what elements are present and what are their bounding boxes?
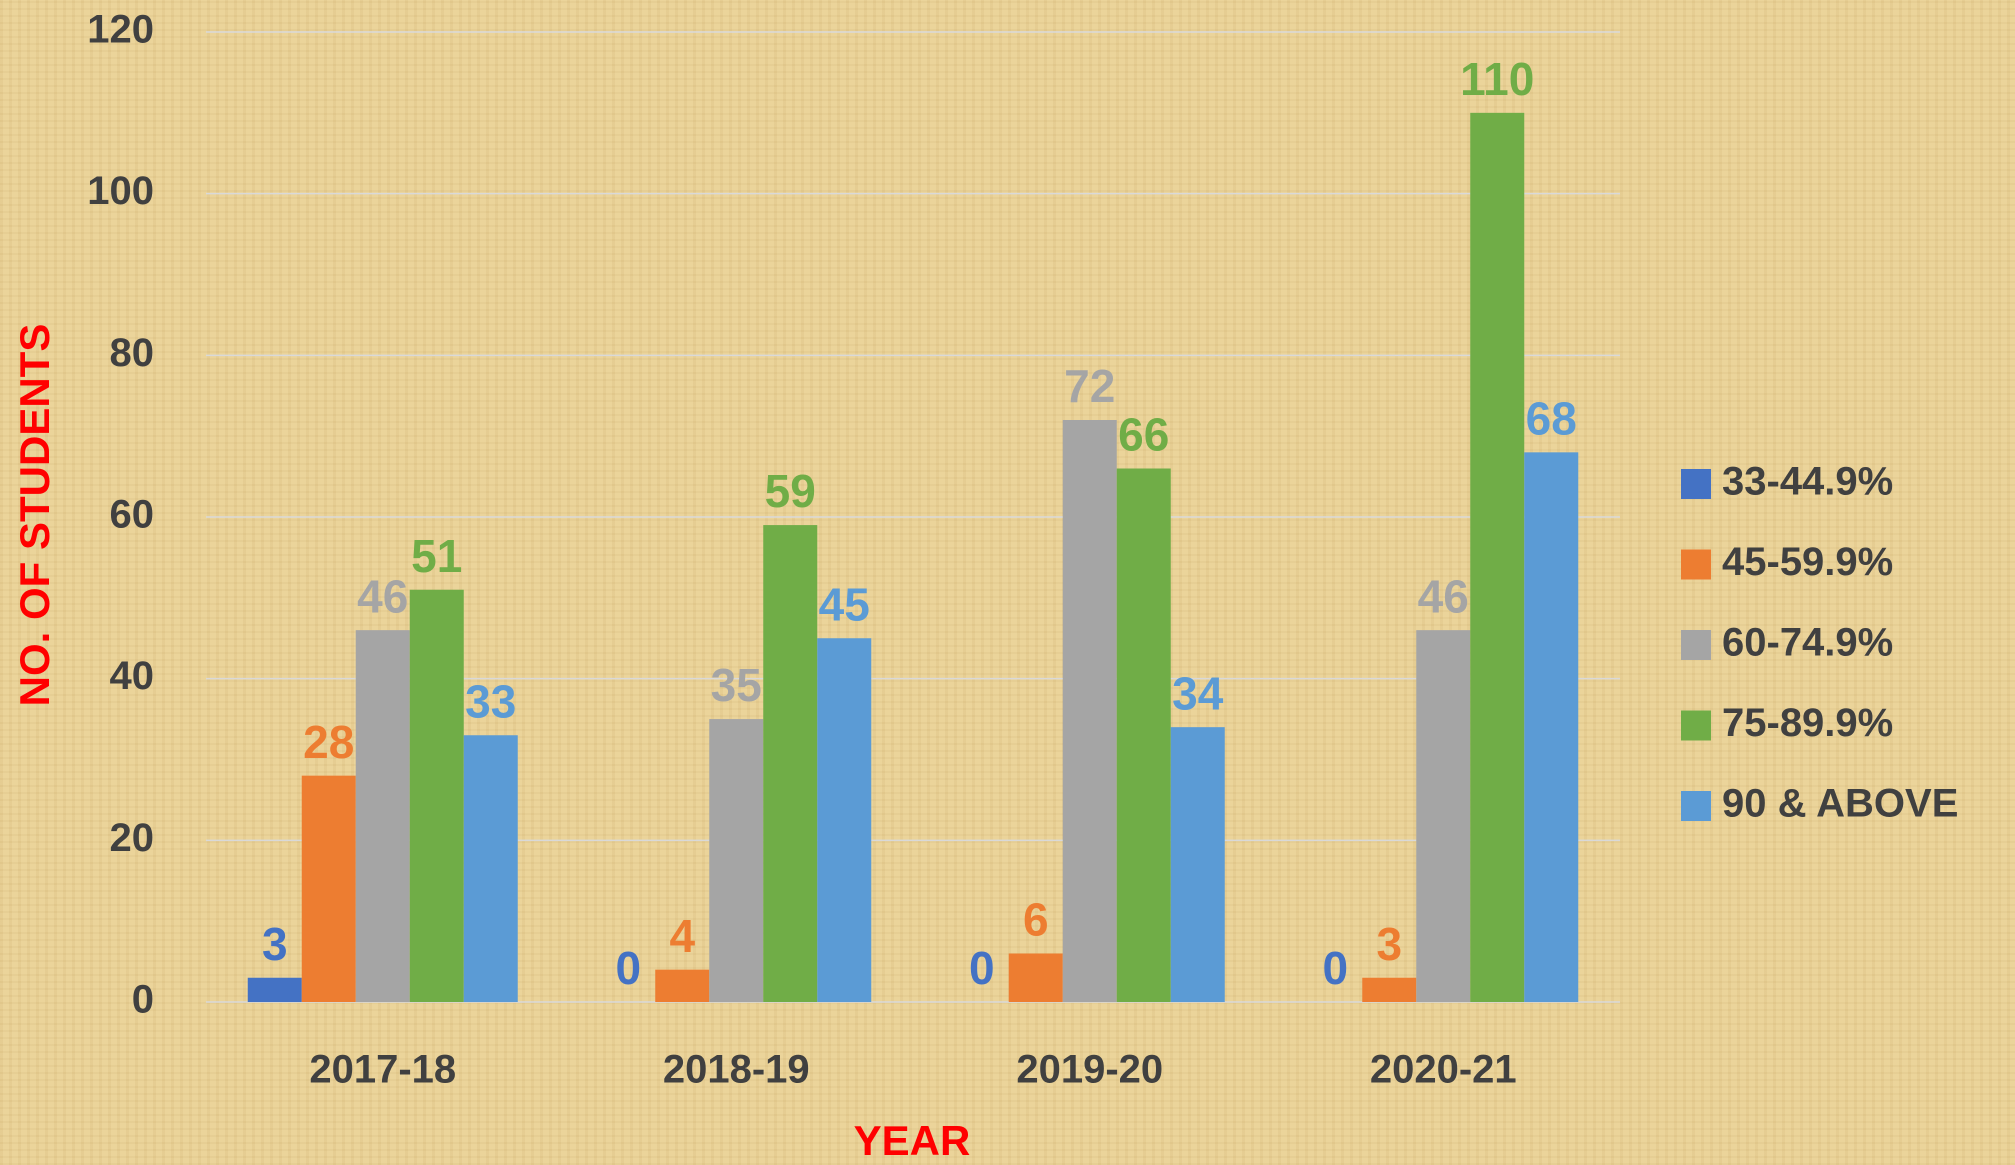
legend-label: 90 & ABOVE xyxy=(1722,782,1958,826)
bar xyxy=(1524,452,1579,1002)
data-label: 3 xyxy=(1376,918,1402,970)
x-tick-label: 2020-21 xyxy=(1370,1048,1517,1092)
bar xyxy=(709,719,764,1002)
legend-swatch xyxy=(1681,549,1711,580)
bar xyxy=(1170,727,1225,1002)
bar xyxy=(247,977,302,1002)
bar xyxy=(1416,630,1471,1002)
x-axis-title: YEAR xyxy=(854,1117,971,1164)
data-label: 51 xyxy=(411,530,462,582)
legend-swatch xyxy=(1681,791,1711,821)
bar xyxy=(655,969,710,1002)
legend-label: 45-59.9% xyxy=(1722,540,1893,584)
bar xyxy=(763,525,818,1002)
data-label: 6 xyxy=(1023,894,1049,946)
data-label: 59 xyxy=(765,465,816,517)
y-tick-label: 120 xyxy=(87,8,154,52)
x-tick-label: 2017-18 xyxy=(309,1048,456,1092)
data-label: 35 xyxy=(711,659,762,711)
x-tick-label: 2019-20 xyxy=(1016,1048,1163,1092)
legend-swatch xyxy=(1681,469,1711,499)
bar xyxy=(1062,420,1117,1002)
data-label: 0 xyxy=(969,942,995,994)
legend-swatch xyxy=(1681,630,1711,660)
data-label: 46 xyxy=(1418,570,1469,622)
bar xyxy=(301,775,356,1002)
legend-label: 33-44.9% xyxy=(1722,460,1893,504)
bar xyxy=(1008,953,1063,1002)
y-tick-label: 0 xyxy=(132,978,154,1022)
bar xyxy=(463,735,518,1002)
y-axis-title: NO. OF STUDENTS xyxy=(11,324,58,707)
x-tick-label: 2018-19 xyxy=(663,1048,810,1092)
data-label: 4 xyxy=(669,910,695,962)
bar xyxy=(1362,977,1417,1002)
y-tick-label: 60 xyxy=(110,493,155,537)
bar xyxy=(409,589,464,1002)
bar xyxy=(355,630,410,1002)
data-label: 72 xyxy=(1064,360,1115,412)
legend-label: 60-74.9% xyxy=(1722,621,1893,665)
legend-label: 75-89.9% xyxy=(1722,701,1893,745)
data-label: 28 xyxy=(303,716,354,768)
data-label: 33 xyxy=(465,675,516,727)
data-label: 46 xyxy=(357,570,408,622)
y-tick-label: 80 xyxy=(110,331,155,375)
data-label: 34 xyxy=(1172,667,1224,719)
data-label: 3 xyxy=(262,918,288,970)
bar xyxy=(1116,468,1171,1002)
data-label: 68 xyxy=(1526,392,1577,444)
y-tick-label: 100 xyxy=(87,169,154,213)
data-label: 45 xyxy=(819,578,870,630)
data-label: 0 xyxy=(615,942,641,994)
y-tick-label: 20 xyxy=(110,816,155,860)
data-label: 110 xyxy=(1460,53,1534,105)
y-tick-label: 40 xyxy=(110,654,155,698)
data-label: 66 xyxy=(1118,409,1169,461)
data-label: 0 xyxy=(1322,942,1348,994)
bar xyxy=(817,638,872,1002)
bar xyxy=(1470,112,1525,1003)
legend-swatch xyxy=(1681,710,1711,741)
